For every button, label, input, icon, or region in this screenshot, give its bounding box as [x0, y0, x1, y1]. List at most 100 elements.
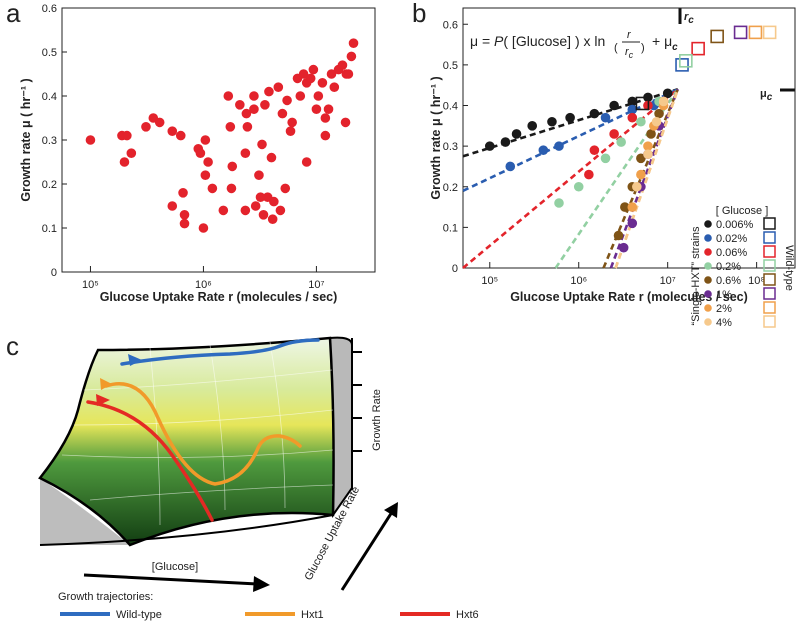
point	[277, 108, 288, 119]
point	[662, 88, 673, 99]
point	[258, 210, 269, 220]
legend-label: Hxt6	[456, 609, 479, 621]
legend-label: 0.6%	[716, 275, 741, 287]
y-tick-label: 0.1	[42, 223, 57, 235]
x-axis-title: Glucose Uptake Rate r (molecules / sec)	[510, 290, 748, 304]
point	[295, 91, 306, 101]
legend-label: 4%	[716, 317, 732, 329]
legend-label: 0.02%	[716, 233, 747, 245]
point	[627, 96, 638, 107]
point	[250, 201, 261, 211]
point	[275, 205, 286, 216]
legend-label: 2%	[716, 303, 732, 315]
legend-marker	[763, 217, 776, 230]
wild-type-point	[733, 25, 748, 40]
rc-part: r	[684, 11, 689, 23]
point	[305, 73, 316, 84]
point	[195, 148, 206, 158]
legend-marker	[763, 231, 776, 244]
point	[627, 104, 638, 115]
grid-curve	[269, 341, 286, 509]
point	[646, 129, 656, 139]
panel-label: a	[6, 0, 21, 28]
y-tick-label: 0.5	[42, 47, 57, 59]
point	[326, 69, 337, 79]
point	[141, 122, 151, 132]
point	[636, 116, 646, 127]
trajectory	[104, 382, 302, 486]
point	[273, 82, 284, 92]
legend-group: “Single-HXT” strains	[690, 226, 702, 326]
legend-title: Growth trajectories:	[58, 591, 153, 603]
legend-label: 1%	[716, 289, 732, 301]
surface	[38, 336, 335, 547]
point	[627, 112, 638, 123]
point	[329, 82, 340, 92]
plot-frame	[61, 7, 376, 273]
legend-marker	[704, 220, 712, 228]
x-tick-label: 10⁶	[195, 279, 212, 291]
point	[627, 218, 638, 229]
point	[565, 112, 575, 123]
eq-part: c	[672, 42, 678, 53]
point	[249, 104, 259, 114]
eq-part: )	[641, 42, 645, 54]
eq-part: μ =	[470, 33, 494, 49]
x-tick-label: 10⁸	[748, 275, 765, 287]
legend-marker	[704, 248, 712, 256]
point	[242, 122, 253, 132]
point	[167, 126, 178, 136]
trajectory	[86, 400, 214, 522]
y-tick-label: 0.6	[42, 3, 57, 15]
plot-marks	[462, 25, 777, 269]
arrowhead	[384, 502, 398, 518]
point	[589, 145, 600, 155]
point	[636, 169, 646, 180]
legend-label: 0.006%	[716, 219, 754, 231]
legend-label: Hxt1	[301, 609, 324, 621]
wild-type-point	[635, 96, 650, 111]
panel-label: b	[412, 0, 426, 28]
point	[323, 104, 334, 114]
point	[175, 130, 186, 141]
point	[505, 161, 516, 172]
muc-part: c	[767, 92, 773, 103]
point	[527, 121, 538, 131]
x-axis-title: Glucose Uptake Rate r (molecules / sec)	[100, 290, 338, 304]
y-tick-label: 0.5	[443, 60, 458, 72]
point	[266, 152, 277, 163]
point	[651, 116, 662, 127]
point	[280, 183, 291, 194]
rc-label: rc	[684, 11, 694, 26]
plot-frame	[462, 7, 796, 269]
point	[198, 223, 209, 233]
grid-curve	[83, 369, 333, 391]
eq-part: r	[627, 29, 632, 41]
point	[223, 91, 234, 101]
eq-part: + μ	[652, 33, 672, 49]
point	[226, 183, 237, 194]
legend-title: [ Glucose ]	[716, 205, 769, 217]
uptake-arrow	[340, 511, 394, 591]
point	[240, 148, 251, 158]
point	[320, 130, 331, 141]
point	[584, 169, 594, 180]
muc-part: μ	[760, 88, 767, 100]
point	[200, 170, 211, 180]
point	[613, 230, 624, 241]
point	[484, 141, 495, 151]
landscape-diagram: Growth Rate Glucose Uptake Rate [Glucose…	[38, 336, 479, 621]
point	[167, 201, 178, 211]
point	[643, 149, 653, 160]
point	[200, 135, 211, 145]
point	[178, 188, 188, 198]
eq-part: r	[625, 46, 630, 58]
point	[240, 205, 251, 216]
eq-part: c	[629, 50, 634, 60]
y-tick-label: 0.3	[42, 135, 57, 147]
y-axis-title: Growth rate μ ( hr⁻¹ )	[19, 78, 33, 201]
point	[500, 137, 511, 147]
plot-marks	[85, 38, 359, 233]
point	[317, 78, 328, 88]
